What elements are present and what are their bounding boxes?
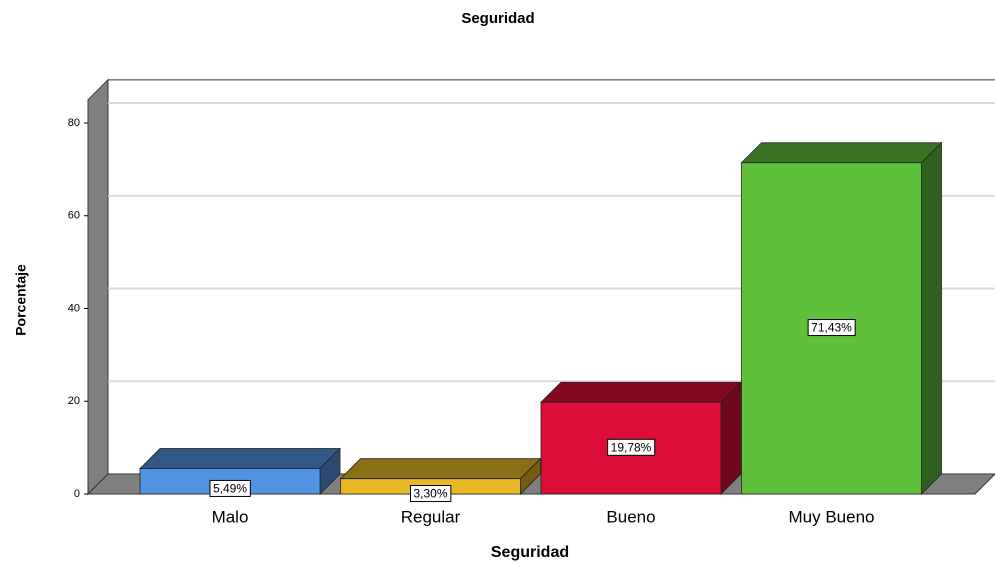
chart-title: Seguridad <box>461 10 534 27</box>
bar <box>540 381 742 495</box>
x-tick-label: Bueno <box>606 507 655 526</box>
bar <box>740 141 943 495</box>
y-axis-title: Porcentaje <box>13 264 29 336</box>
bar-top <box>540 381 742 403</box>
value-label-box <box>607 438 656 456</box>
y-tick-label: 40 <box>68 302 80 314</box>
bar-side <box>720 381 742 495</box>
bar-side <box>921 141 942 495</box>
value-label: 19,78% <box>611 440 652 454</box>
left-wall <box>87 78 109 496</box>
y-tick-label: 0 <box>74 488 80 500</box>
bar-top <box>139 448 341 469</box>
x-tick-label: Muy Bueno <box>789 507 875 526</box>
value-label-box <box>409 485 452 503</box>
y-tick-label: 60 <box>68 210 80 222</box>
value-label: 3,30% <box>413 487 447 501</box>
bar-top <box>740 142 943 164</box>
bar-top <box>339 458 542 480</box>
y-tick-label: 20 <box>68 395 80 407</box>
x-tick-label: Malo <box>212 507 249 526</box>
value-label-box <box>807 319 856 337</box>
value-label: 5,49% <box>213 481 247 495</box>
y-tick-label: 80 <box>68 117 80 129</box>
x-tick-label: Regular <box>401 507 461 526</box>
x-axis-title: Seguridad <box>491 544 569 561</box>
value-label-box <box>209 479 251 497</box>
value-label: 71,43% <box>811 321 852 335</box>
